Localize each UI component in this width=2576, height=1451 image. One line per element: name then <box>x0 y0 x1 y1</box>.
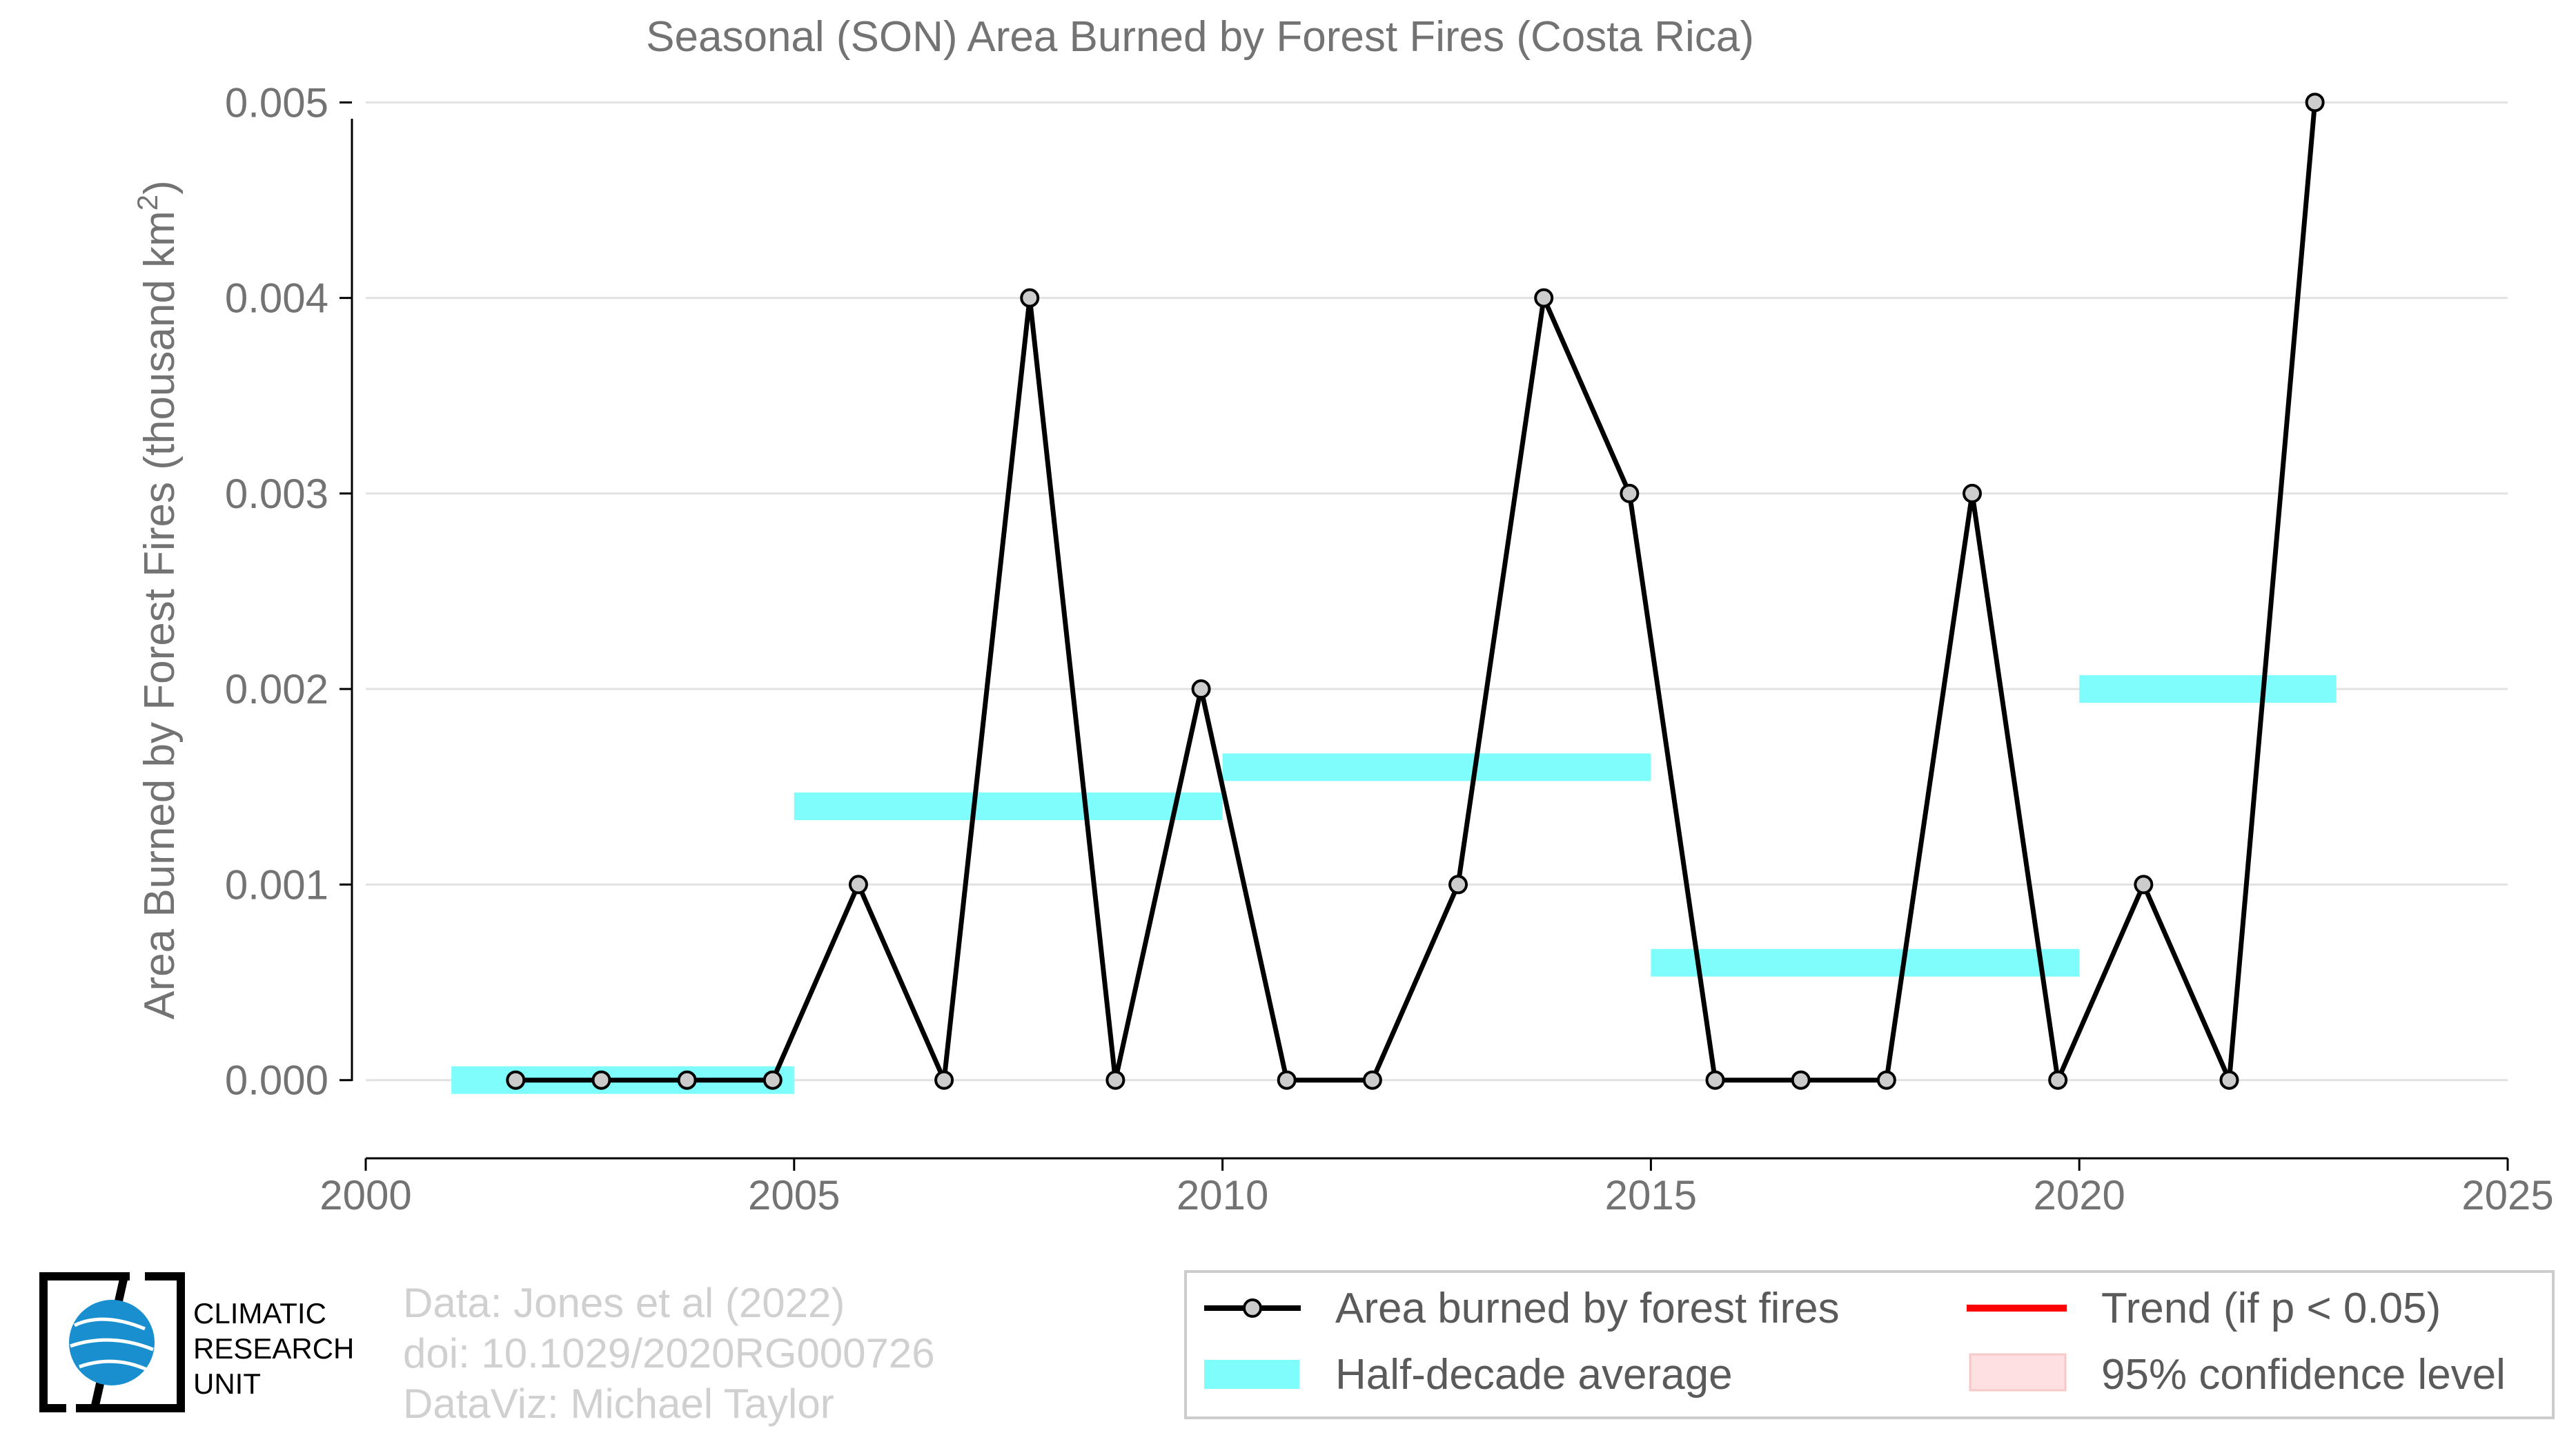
half-decade-bar <box>1222 753 1651 781</box>
logo-bracket <box>76 1272 185 1412</box>
data-point <box>1876 1070 1896 1090</box>
legend-label-trend: Trend (if p < 0.05) <box>2101 1285 2441 1332</box>
y-axis-label-close: ) <box>136 180 184 195</box>
data-point <box>1620 483 1640 503</box>
y-axis-label: Area Burned by Forest Fires (thousand km… <box>131 180 184 1020</box>
data-point <box>506 1070 526 1090</box>
data-point <box>763 1070 783 1090</box>
legend-label-series: Area burned by forest fires <box>1335 1285 1840 1332</box>
data-point <box>848 875 868 895</box>
credit-dataviz: DataViz: Michael Taylor <box>403 1381 834 1427</box>
data-point <box>2134 875 2154 895</box>
half-decade-bar <box>2079 675 2337 703</box>
x-tick-label: 2010 <box>1177 1172 1268 1218</box>
y-tick-label: 0.005 <box>225 79 328 126</box>
data-point <box>591 1070 611 1090</box>
logo-line-2: RESEARCH <box>193 1332 354 1365</box>
legend: Area burned by forest fires Trend (if p … <box>1184 1270 2555 1419</box>
y-tick-label: 0.004 <box>225 275 328 322</box>
credit-doi: doi: 10.1029/2020RG000726 <box>403 1330 935 1376</box>
data-point <box>1448 875 1468 895</box>
credits: Data: Jones et al (2022) doi: 10.1029/20… <box>403 1280 935 1427</box>
y-tick-label: 0.002 <box>225 666 328 712</box>
legend-swatch-average <box>1204 1360 1299 1389</box>
half-decade-bar <box>1651 948 2080 977</box>
data-point <box>2305 92 2325 113</box>
y-tick-label: 0.000 <box>225 1058 328 1104</box>
cru-logo: CLIMATIC RESEARCH UNIT <box>39 1272 354 1412</box>
logo-line-1: CLIMATIC <box>193 1297 326 1330</box>
chart-title: Seasonal (SON) Area Burned by Forest Fir… <box>646 13 1754 61</box>
data-point <box>1534 288 1554 308</box>
half-decade-bar <box>794 792 1223 821</box>
x-tick-label: 2025 <box>2461 1172 2553 1218</box>
legend-swatch-confidence <box>1969 1353 2067 1392</box>
legend-box <box>1184 1270 2555 1419</box>
legend-label-average: Half-decade average <box>1335 1351 1733 1399</box>
data-point <box>1277 1070 1297 1090</box>
logo-line-3: UNIT <box>193 1367 261 1400</box>
x-axis-ticks: 2000 2005 2010 2015 2020 2025 <box>319 1158 2554 1218</box>
series-line <box>515 101 2318 1083</box>
data-point <box>1105 1070 1125 1090</box>
grid-lines <box>366 101 2508 1082</box>
y-axis-ticks: 0.000 0.001 0.002 0.003 0.004 0.005 <box>225 79 352 1104</box>
data-point <box>1791 1070 1811 1090</box>
half-decade-average-bars <box>451 675 2337 1094</box>
data-point <box>1963 483 1982 503</box>
data-point <box>1020 288 1040 308</box>
data-point <box>934 1070 954 1090</box>
axes <box>351 119 2508 1160</box>
data-point <box>2048 1070 2068 1090</box>
data-point <box>1362 1070 1382 1090</box>
data-point <box>1191 679 1211 699</box>
data-point <box>1705 1070 1725 1090</box>
x-tick-label: 2005 <box>748 1172 840 1218</box>
data-point <box>2219 1070 2239 1090</box>
credit-data: Data: Jones et al (2022) <box>403 1280 845 1326</box>
x-tick-label: 2000 <box>319 1172 411 1218</box>
x-tick-label: 2015 <box>1605 1172 1697 1218</box>
globe-icon <box>70 1317 154 1372</box>
y-tick-label: 0.003 <box>225 471 328 517</box>
series-points <box>506 92 2325 1090</box>
legend-swatch-marker <box>1243 1298 1262 1318</box>
y-tick-label: 0.001 <box>225 861 328 908</box>
data-point <box>677 1070 697 1090</box>
series-line-group <box>515 101 2318 1083</box>
logo-bracket <box>39 1272 130 1412</box>
legend-label-confidence: 95% confidence level <box>2101 1351 2506 1399</box>
y-axis-label-superscript: 2 <box>131 195 164 211</box>
y-axis-label-main: Area Burned by Forest Fires (thousand km <box>136 211 184 1020</box>
x-tick-label: 2020 <box>2033 1172 2125 1218</box>
